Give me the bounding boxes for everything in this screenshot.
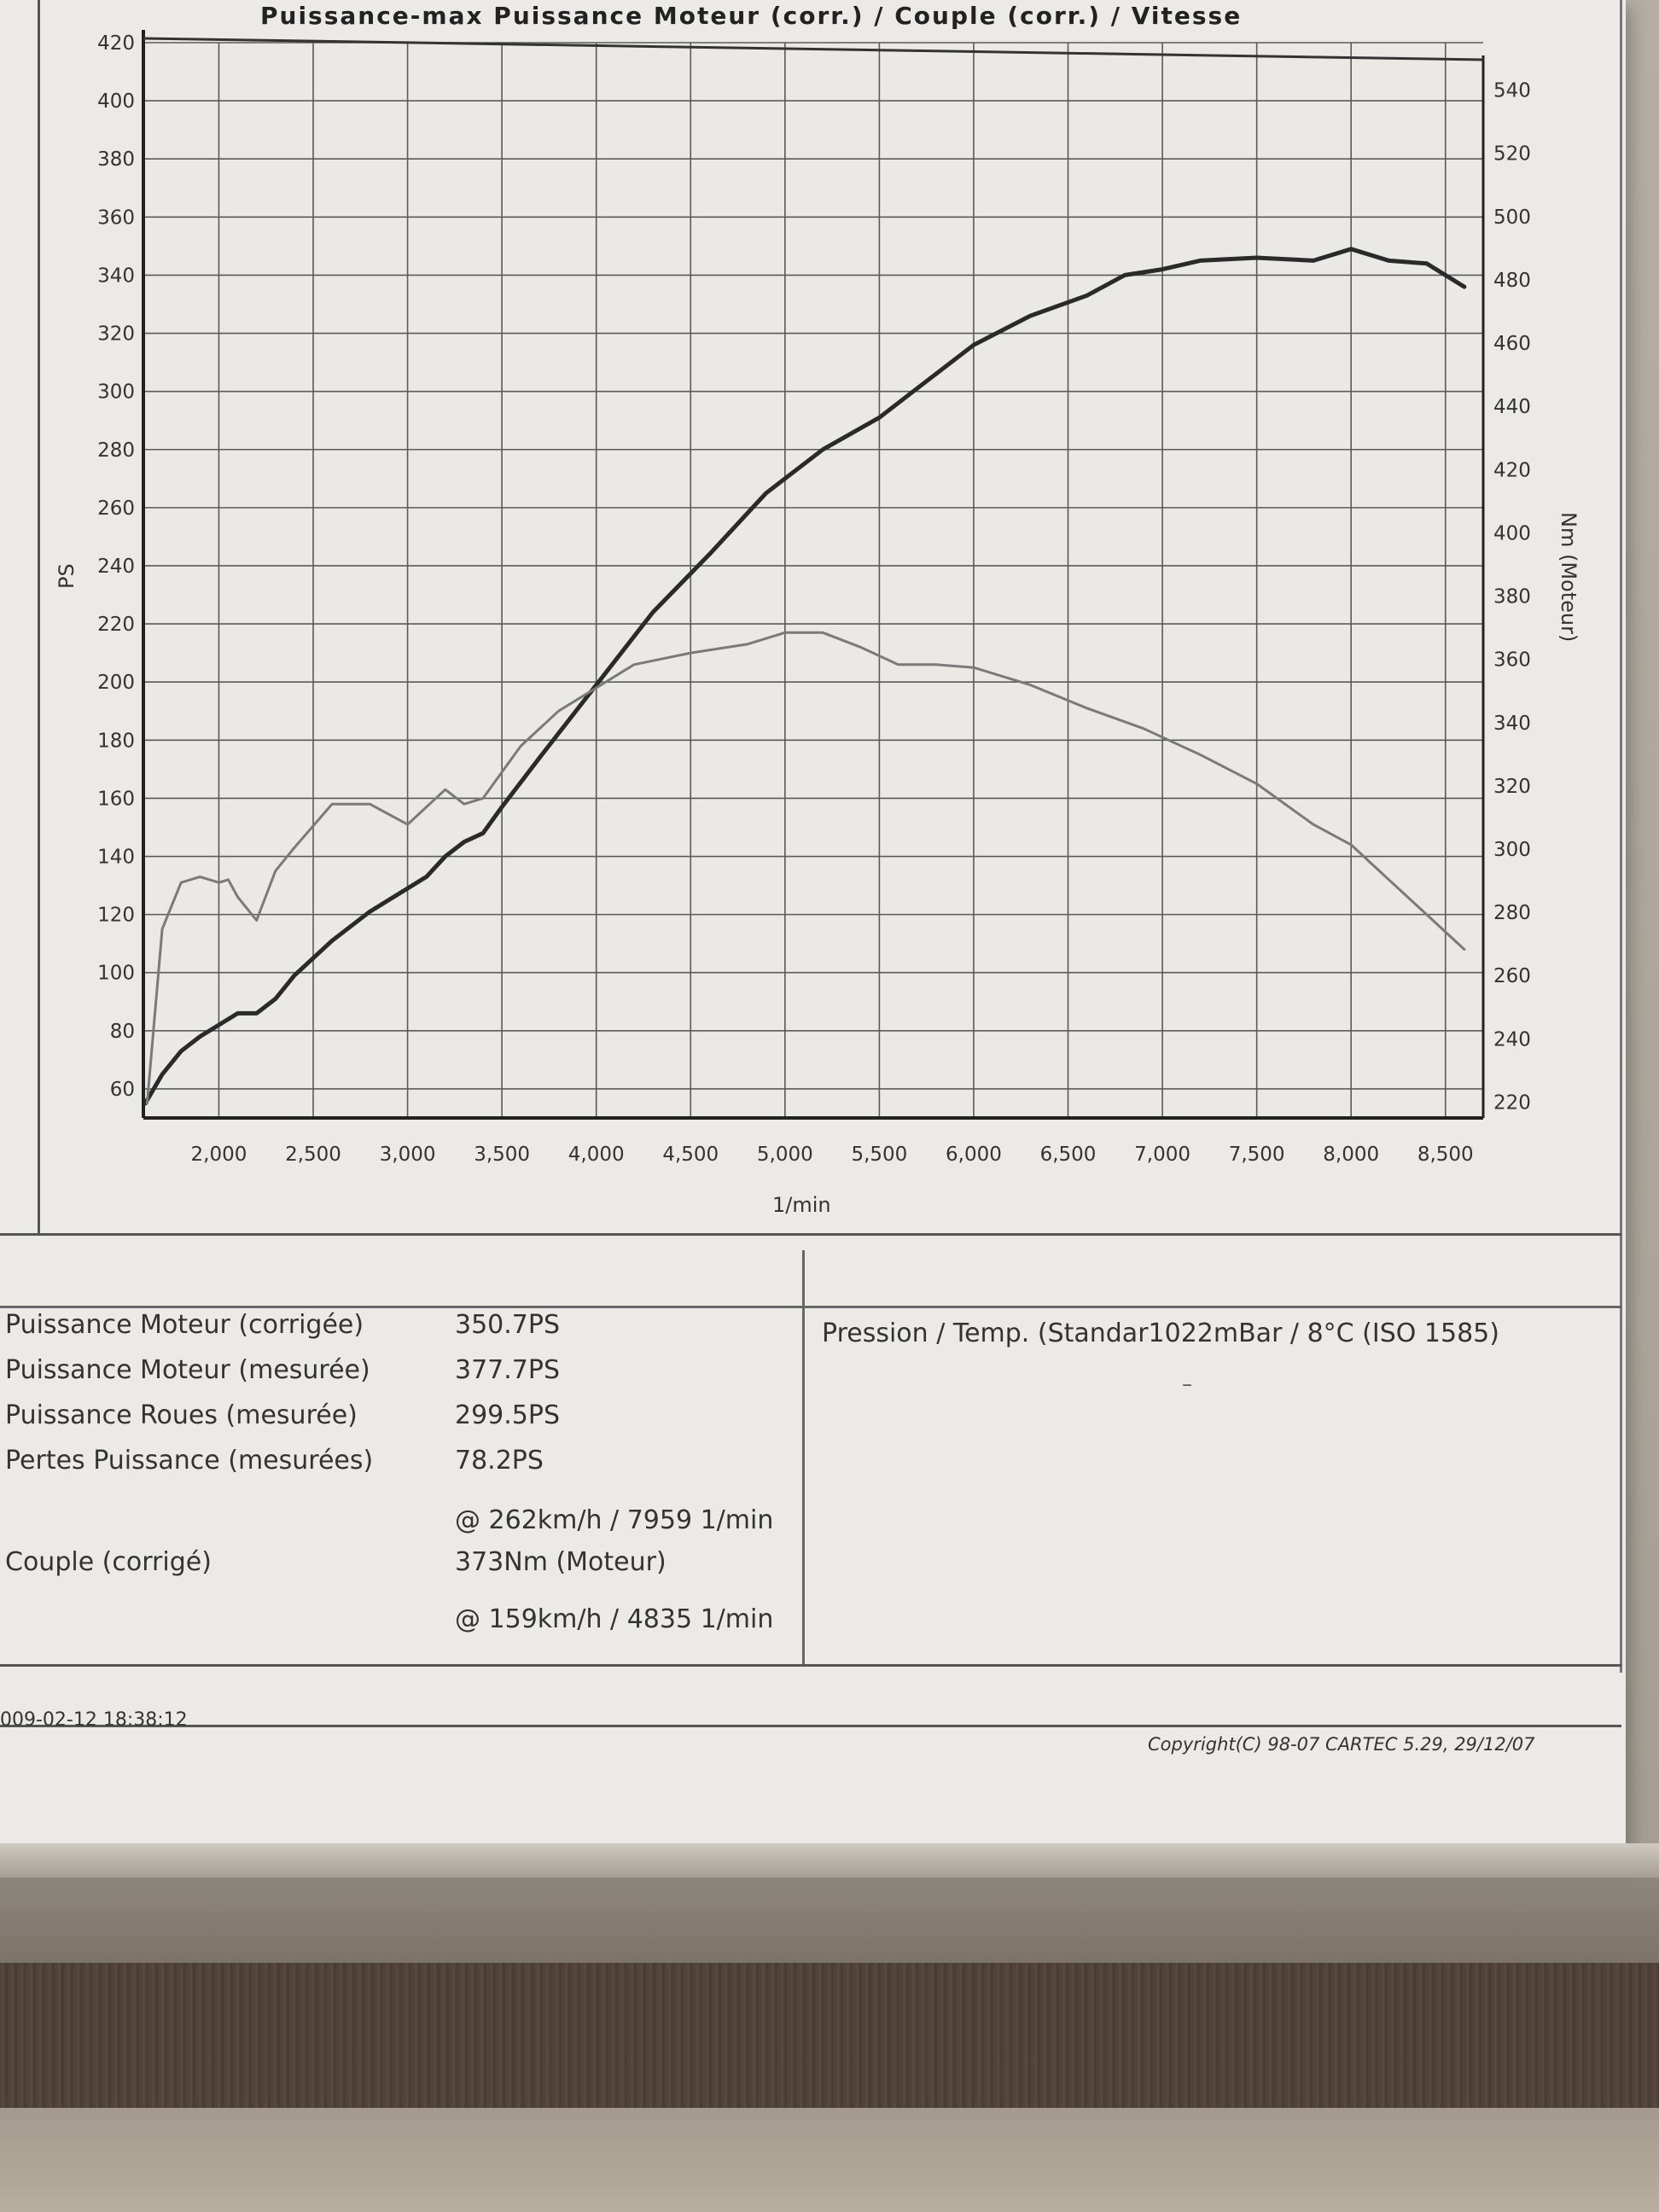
y-right-tick-label: 340: [1493, 713, 1531, 735]
result-value: 350.7PS: [455, 1310, 561, 1340]
y-left-tick-label: 320: [97, 323, 135, 346]
x-tick-label: 4,500: [662, 1144, 719, 1166]
y-left-tick-label: 220: [97, 614, 135, 636]
result-label: Pertes Puissance (mesurées): [5, 1446, 374, 1476]
y-right-tick-label: 540: [1493, 80, 1531, 102]
x-tick-label: 6,000: [946, 1144, 1002, 1166]
pressure-dash: –: [1182, 1372, 1192, 1396]
chart-title: Puissance-max Puissance Moteur (corr.) /…: [260, 2, 1242, 30]
result-label: Puissance Roues (mesurée): [5, 1400, 358, 1430]
result-value: 377.7PS: [455, 1355, 561, 1385]
y-right-tick-label: 460: [1493, 333, 1531, 355]
x-axis-title: 1/min: [772, 1193, 831, 1217]
x-tick-label: 3,000: [380, 1144, 436, 1166]
results-column-divider: [802, 1250, 805, 1664]
y-left-tick-label: 160: [97, 788, 135, 810]
y-left-tick-label: 60: [110, 1079, 135, 1101]
result-value: 78.2PS: [455, 1446, 544, 1476]
y-left-tick-label: 280: [97, 439, 135, 462]
pressure-temp-note: Pression / Temp. (Standar1022mBar / 8°C …: [822, 1318, 1499, 1348]
series-line-2: [145, 631, 1466, 1105]
y-left-tick-label: 360: [97, 207, 135, 229]
timestamp: 009-02-12 18:38:12: [0, 1709, 188, 1731]
chart-tick-labels: 60 80 100 120 140 160 180 200 220 240 260 280 300 320…: [97, 32, 1531, 1166]
sheet-shadow: [0, 1843, 1659, 1877]
y-right-axis-title: Nm (Moteur): [1557, 512, 1580, 642]
y-right-tick-label: 280: [1493, 902, 1531, 924]
y-left-tick-label: 180: [97, 730, 135, 752]
dyno-chart: Puissance-max Puissance Moteur (corr.) /…: [55, 2, 1580, 1217]
y-left-tick-label: 420: [97, 32, 135, 55]
y-left-axis-title: PS: [55, 563, 79, 589]
x-tick-label: 8,500: [1417, 1144, 1474, 1166]
y-left-tick-label: 80: [110, 1021, 135, 1043]
y-left-tick-label: 300: [97, 381, 135, 404]
y-left-tick-label: 100: [97, 963, 135, 985]
y-right-tick-label: 420: [1493, 459, 1531, 481]
x-tick-label: 2,500: [285, 1144, 341, 1166]
result-label: Puissance Moteur (mesurée): [5, 1355, 370, 1385]
x-tick-label: 6,500: [1040, 1144, 1097, 1166]
y-left-tick-label: 380: [97, 148, 135, 171]
results-bottom-line: [0, 1664, 1621, 1667]
y-right-tick-label: 220: [1493, 1091, 1531, 1114]
desk-surface: [0, 2108, 1659, 2212]
copyright: Copyright(C) 98-07 CARTEC 5.29, 29/12/07: [1148, 1734, 1535, 1755]
chart-axes: [142, 30, 1485, 1120]
result-label: Couple (corrigé): [5, 1547, 212, 1577]
top-axis-line: [143, 37, 1484, 61]
y-left-tick-label: 400: [97, 90, 135, 113]
y-right-tick-label: 400: [1493, 522, 1531, 544]
plot-area: [143, 43, 1483, 1118]
chart-series: [143, 247, 1467, 1106]
results-header-divider: [0, 1306, 1621, 1308]
x-tick-label: 7,000: [1134, 1144, 1190, 1166]
desk-edge: [0, 1877, 1659, 1963]
x-tick-label: 4,000: [568, 1144, 625, 1166]
y-left-tick-label: 260: [97, 498, 135, 520]
result-value: 373Nm (Moteur): [455, 1547, 667, 1577]
series-line-1: [143, 247, 1467, 1106]
y-left-tick-label: 240: [97, 556, 135, 578]
y-right-tick-label: 320: [1493, 776, 1531, 798]
result-value: 299.5PS: [455, 1400, 561, 1430]
x-tick-label: 8,000: [1323, 1144, 1379, 1166]
results-table: [0, 1233, 1621, 1727]
y-right-tick-label: 480: [1493, 270, 1531, 292]
result-label: Puissance Moteur (corrigée): [5, 1310, 364, 1340]
result-value: @ 159km/h / 4835 1/min: [455, 1604, 774, 1634]
y-left-tick-label: 120: [97, 905, 135, 927]
y-left-tick-label: 200: [97, 672, 135, 694]
sheet-right-line: [1620, 0, 1622, 1673]
y-right-tick-label: 300: [1493, 839, 1531, 861]
y-right-tick-label: 440: [1493, 396, 1531, 418]
x-tick-label: 3,500: [474, 1144, 530, 1166]
x-tick-label: 7,500: [1229, 1144, 1285, 1166]
sheet-margin-line: [38, 0, 40, 1233]
y-right-tick-label: 260: [1493, 965, 1531, 987]
x-tick-label: 5,500: [851, 1144, 907, 1166]
chart-grid: [143, 42, 1483, 1118]
y-right-tick-label: 380: [1493, 586, 1531, 608]
y-right-tick-label: 240: [1493, 1028, 1531, 1051]
result-value: @ 262km/h / 7959 1/min: [455, 1505, 774, 1535]
y-left-tick-label: 140: [97, 847, 135, 869]
y-right-tick-label: 360: [1493, 649, 1531, 672]
desk-wood-strip: [0, 1963, 1659, 2108]
y-left-tick-label: 340: [97, 265, 135, 287]
x-tick-label: 2,000: [191, 1144, 247, 1166]
y-right-tick-label: 520: [1493, 143, 1531, 166]
x-tick-label: 5,000: [757, 1144, 813, 1166]
y-right-tick-label: 500: [1493, 207, 1531, 229]
